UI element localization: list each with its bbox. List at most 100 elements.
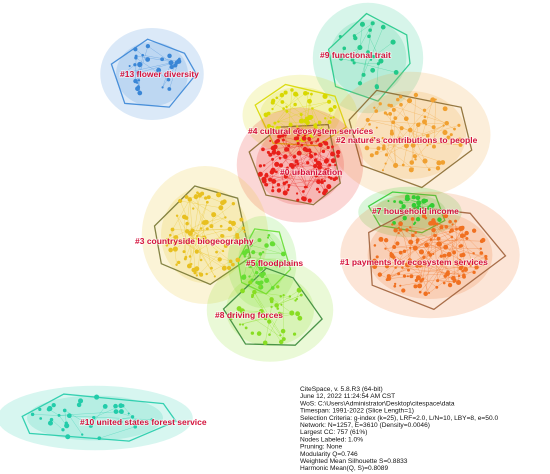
node bbox=[287, 144, 291, 148]
node bbox=[136, 81, 139, 84]
node bbox=[300, 143, 304, 147]
node bbox=[414, 278, 419, 283]
node bbox=[127, 412, 130, 415]
node bbox=[376, 150, 379, 153]
node bbox=[442, 253, 447, 258]
node bbox=[271, 157, 275, 161]
node bbox=[238, 323, 242, 326]
node bbox=[169, 64, 174, 70]
node bbox=[311, 107, 314, 110]
node bbox=[297, 133, 300, 137]
edge bbox=[184, 216, 187, 258]
node bbox=[236, 306, 242, 312]
node bbox=[261, 250, 265, 254]
node bbox=[217, 257, 222, 262]
node bbox=[288, 122, 293, 127]
nodes bbox=[30, 21, 488, 441]
node bbox=[479, 247, 482, 250]
node bbox=[405, 262, 411, 268]
node bbox=[408, 239, 414, 245]
node bbox=[290, 88, 294, 92]
node bbox=[334, 163, 337, 167]
node bbox=[175, 214, 179, 217]
node bbox=[173, 63, 178, 68]
node bbox=[296, 287, 302, 293]
node bbox=[94, 394, 100, 400]
node bbox=[265, 264, 268, 267]
node bbox=[133, 47, 138, 52]
node bbox=[429, 238, 433, 241]
node bbox=[335, 149, 341, 155]
node bbox=[258, 308, 264, 314]
cluster-hull bbox=[368, 206, 507, 311]
node bbox=[326, 184, 332, 190]
node bbox=[414, 231, 418, 234]
node bbox=[388, 111, 393, 116]
node bbox=[268, 177, 273, 182]
edge bbox=[189, 234, 238, 244]
node bbox=[378, 274, 381, 277]
node bbox=[409, 274, 414, 279]
node bbox=[321, 149, 326, 154]
node bbox=[448, 230, 452, 234]
node bbox=[241, 226, 246, 230]
node bbox=[332, 116, 335, 119]
node bbox=[278, 156, 282, 160]
edge bbox=[276, 155, 311, 173]
node bbox=[133, 63, 137, 67]
node bbox=[357, 81, 363, 86]
node bbox=[281, 138, 285, 142]
node bbox=[188, 255, 192, 258]
node bbox=[307, 198, 312, 203]
node bbox=[408, 167, 414, 173]
node bbox=[196, 234, 199, 238]
node bbox=[62, 408, 67, 413]
edge bbox=[415, 232, 487, 260]
node bbox=[307, 136, 311, 141]
node bbox=[422, 108, 427, 112]
node bbox=[295, 311, 301, 317]
node bbox=[276, 188, 282, 193]
node bbox=[242, 274, 246, 278]
node bbox=[281, 337, 286, 341]
node bbox=[248, 280, 253, 285]
node bbox=[458, 142, 463, 147]
node bbox=[357, 44, 363, 51]
node bbox=[304, 117, 310, 122]
node bbox=[161, 86, 164, 89]
node bbox=[338, 56, 344, 61]
node bbox=[417, 283, 423, 289]
node bbox=[271, 98, 276, 103]
node bbox=[201, 221, 205, 225]
node bbox=[278, 125, 282, 129]
node bbox=[313, 124, 317, 128]
edge bbox=[422, 279, 430, 294]
edge bbox=[354, 62, 379, 64]
node bbox=[443, 213, 449, 219]
edge bbox=[389, 113, 397, 166]
node bbox=[270, 167, 276, 173]
node bbox=[369, 58, 373, 61]
node bbox=[393, 116, 398, 121]
node bbox=[395, 241, 400, 246]
node bbox=[320, 178, 323, 182]
node bbox=[275, 126, 280, 131]
node bbox=[371, 54, 376, 59]
node bbox=[402, 249, 407, 253]
node bbox=[283, 90, 288, 95]
edge bbox=[380, 239, 392, 254]
node bbox=[410, 142, 416, 148]
node bbox=[376, 146, 381, 151]
node bbox=[231, 262, 235, 267]
node bbox=[177, 260, 181, 265]
node bbox=[279, 295, 283, 298]
node bbox=[231, 201, 236, 206]
node bbox=[182, 214, 187, 220]
node bbox=[292, 332, 297, 336]
node bbox=[427, 291, 431, 295]
node bbox=[342, 46, 347, 51]
node bbox=[328, 163, 332, 167]
node bbox=[304, 148, 309, 153]
edge bbox=[413, 205, 416, 223]
node bbox=[243, 250, 248, 255]
